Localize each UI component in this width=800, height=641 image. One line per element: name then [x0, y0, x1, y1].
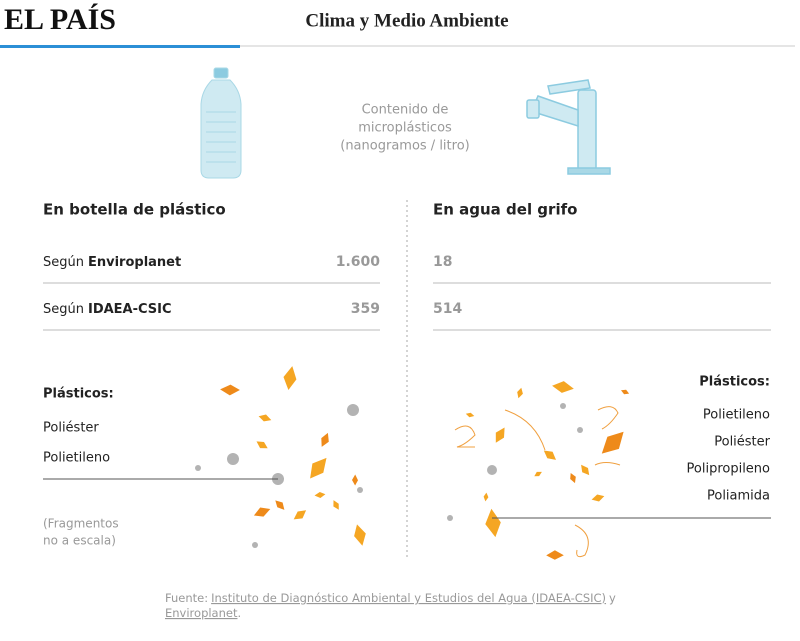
fragment [577, 427, 583, 433]
fragment [487, 465, 497, 475]
fragment [347, 404, 359, 416]
logo[interactable]: EL PAÍS [4, 3, 116, 36]
row-prefix: Según [43, 255, 84, 270]
fragment [321, 432, 329, 447]
column-header: En botella de plástico [43, 201, 226, 219]
row-source: Enviroplanet [88, 255, 181, 270]
fragment [333, 500, 339, 510]
footer-line: Fuente: Instituto de Diagnóstico Ambienta… [165, 591, 616, 605]
row-prefix: Según [43, 302, 84, 317]
cell-value: 1.600 [336, 254, 381, 270]
fragment [485, 508, 501, 538]
fragment [483, 492, 489, 502]
plastics-title: Plásticos: [43, 387, 114, 402]
plastic-item: Poliéster [714, 435, 770, 450]
plastics-title: Plásticos: [699, 375, 770, 390]
intro-line: microplásticos [358, 121, 452, 136]
fragment [517, 387, 523, 399]
fragment [357, 487, 363, 493]
fragment [597, 406, 619, 430]
fragment [354, 524, 366, 546]
column-header: En agua del grifo [433, 201, 577, 219]
fragment [293, 510, 307, 520]
plastic-item: Poliéster [43, 421, 99, 436]
fragment [253, 507, 271, 517]
tap-icon [526, 79, 611, 175]
fragments [195, 366, 630, 560]
cell-value: 514 [433, 301, 462, 317]
plastic-item: Poliamida [707, 489, 770, 504]
fragment [220, 384, 240, 396]
cell-value: 18 [433, 254, 452, 270]
intro-line: (nanogramos / litro) [340, 139, 469, 154]
fragment [581, 464, 590, 476]
fragment [314, 492, 326, 498]
row-label: Según IDAEA-CSIC [43, 302, 172, 317]
footer-link[interactable]: Enviroplanet [165, 606, 238, 620]
fragment [310, 457, 327, 479]
footer-label: Fuente: [165, 591, 208, 605]
footer-joiner: y [609, 591, 616, 605]
plastic-item: Polietileno [703, 408, 770, 423]
fragment [465, 412, 475, 418]
fragment [252, 542, 258, 548]
fragment [570, 473, 576, 484]
row-source: IDAEA-CSIC [88, 302, 172, 317]
fragment [534, 471, 542, 477]
section-title[interactable]: Clima y Medio Ambiente [305, 10, 508, 31]
footer-link[interactable]: Instituto de Diagnóstico Ambiental y Est… [211, 591, 606, 605]
fragment [546, 550, 564, 560]
fragment [495, 427, 505, 443]
note: no a escala) [43, 534, 116, 548]
bottle-icon [200, 67, 242, 179]
cell-value: 359 [351, 301, 380, 317]
fragment [256, 441, 268, 449]
fragment [352, 474, 358, 486]
fragment [552, 381, 574, 393]
fragment [591, 494, 605, 502]
fragment [543, 450, 556, 460]
fragment [275, 500, 285, 510]
footer-end: . [237, 606, 241, 620]
fragment [195, 465, 201, 471]
header-accent [0, 45, 240, 48]
fragment [504, 409, 546, 451]
footer-line: Enviroplanet. [165, 606, 241, 620]
fragment [560, 403, 566, 409]
header-rule [0, 45, 795, 47]
fragment [227, 453, 239, 465]
fragment [594, 462, 621, 466]
plastic-item: Polietileno [43, 451, 110, 466]
plastic-item: Polipropileno [687, 462, 771, 477]
fragment [447, 515, 453, 521]
fragment [454, 425, 476, 448]
fragment [258, 414, 272, 422]
fragment [621, 389, 630, 395]
intro-line: Contenido de [362, 103, 449, 118]
row-label: Según Enviroplanet [43, 255, 181, 270]
note: (Fragmentos [43, 517, 119, 531]
fragment [574, 524, 589, 558]
fragment [283, 366, 297, 390]
fragment [601, 431, 624, 454]
